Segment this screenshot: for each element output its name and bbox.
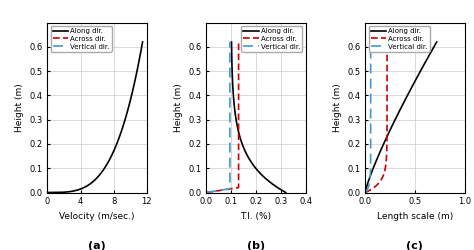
- Vertical dir.: [227, 123, 233, 126]
- Vertical dir.: [368, 164, 374, 167]
- X-axis label: T.I. (%): T.I. (%): [240, 212, 272, 221]
- Across dir.: [384, 78, 390, 81]
- Vertical dir.: [368, 78, 374, 81]
- Vertical dir.: [227, 164, 233, 167]
- Along dir.: [244, 152, 249, 155]
- Along dir.: [406, 90, 412, 94]
- Vertical dir.: [227, 78, 233, 81]
- Along dir.: [129, 90, 135, 94]
- Along dir.: [362, 191, 368, 194]
- Along dir.: [390, 123, 396, 126]
- Along dir.: [132, 78, 138, 81]
- Line: Along dir.: Along dir.: [231, 42, 286, 192]
- Y-axis label: Height (m): Height (m): [15, 83, 24, 132]
- Vertical dir.: [203, 191, 209, 194]
- Line: Vertical dir.: Vertical dir.: [365, 42, 371, 192]
- Across dir.: [236, 102, 241, 105]
- Along dir.: [434, 40, 439, 43]
- Across dir.: [362, 191, 368, 194]
- Along dir.: [121, 123, 127, 126]
- Along dir.: [103, 164, 109, 167]
- Line: Along dir.: Along dir.: [365, 42, 437, 192]
- Across dir.: [384, 40, 390, 43]
- Vertical dir.: [368, 102, 374, 105]
- Across dir.: [383, 164, 389, 167]
- Along dir.: [231, 102, 237, 105]
- Along dir.: [230, 90, 236, 94]
- Across dir.: [236, 40, 241, 43]
- Vertical dir.: [227, 152, 233, 155]
- Y-axis label: Height (m): Height (m): [173, 83, 182, 132]
- Across dir.: [236, 123, 241, 126]
- Across dir.: [236, 78, 241, 81]
- Across dir.: [236, 164, 241, 167]
- Vertical dir.: [368, 90, 374, 94]
- Text: (a): (a): [88, 240, 106, 250]
- Along dir.: [109, 152, 115, 155]
- Across dir.: [384, 152, 390, 155]
- X-axis label: Length scale (m): Length scale (m): [377, 212, 453, 221]
- Across dir.: [203, 191, 209, 194]
- Vertical dir.: [368, 40, 374, 43]
- Across dir.: [236, 152, 241, 155]
- Vertical dir.: [227, 90, 233, 94]
- Line: Across dir.: Across dir.: [365, 42, 387, 192]
- Vertical dir.: [368, 123, 374, 126]
- Across dir.: [384, 123, 390, 126]
- Along dir.: [283, 191, 289, 194]
- Across dir.: [384, 90, 390, 94]
- Along dir.: [234, 123, 240, 126]
- Along dir.: [228, 40, 234, 43]
- Along dir.: [400, 102, 406, 105]
- Legend: Along dir., Across dir., Vertical dir.: Along dir., Across dir., Vertical dir.: [51, 26, 112, 52]
- Line: Vertical dir.: Vertical dir.: [206, 42, 230, 192]
- Along dir.: [376, 152, 382, 155]
- Legend: Along dir., Across dir., Vertical dir.: Along dir., Across dir., Vertical dir.: [369, 26, 429, 52]
- Along dir.: [371, 164, 377, 167]
- Legend: Along dir., Across dir., Vertical dir.: Along dir., Across dir., Vertical dir.: [241, 26, 302, 52]
- Text: (c): (c): [406, 240, 423, 250]
- Along dir.: [251, 164, 257, 167]
- Along dir.: [229, 78, 235, 81]
- X-axis label: Velocity (m/sec.): Velocity (m/sec.): [59, 212, 135, 221]
- Vertical dir.: [227, 102, 233, 105]
- Along dir.: [413, 78, 419, 81]
- Vertical dir.: [368, 152, 374, 155]
- Across dir.: [236, 90, 241, 94]
- Vertical dir.: [227, 40, 233, 43]
- Text: (b): (b): [247, 240, 265, 250]
- Along dir.: [140, 40, 146, 43]
- Line: Across dir.: Across dir.: [206, 42, 238, 192]
- Along dir.: [45, 191, 50, 194]
- Along dir.: [127, 102, 132, 105]
- Across dir.: [384, 102, 390, 105]
- Vertical dir.: [362, 191, 368, 194]
- Y-axis label: Height (m): Height (m): [333, 83, 342, 132]
- Line: Along dir.: Along dir.: [47, 42, 143, 192]
